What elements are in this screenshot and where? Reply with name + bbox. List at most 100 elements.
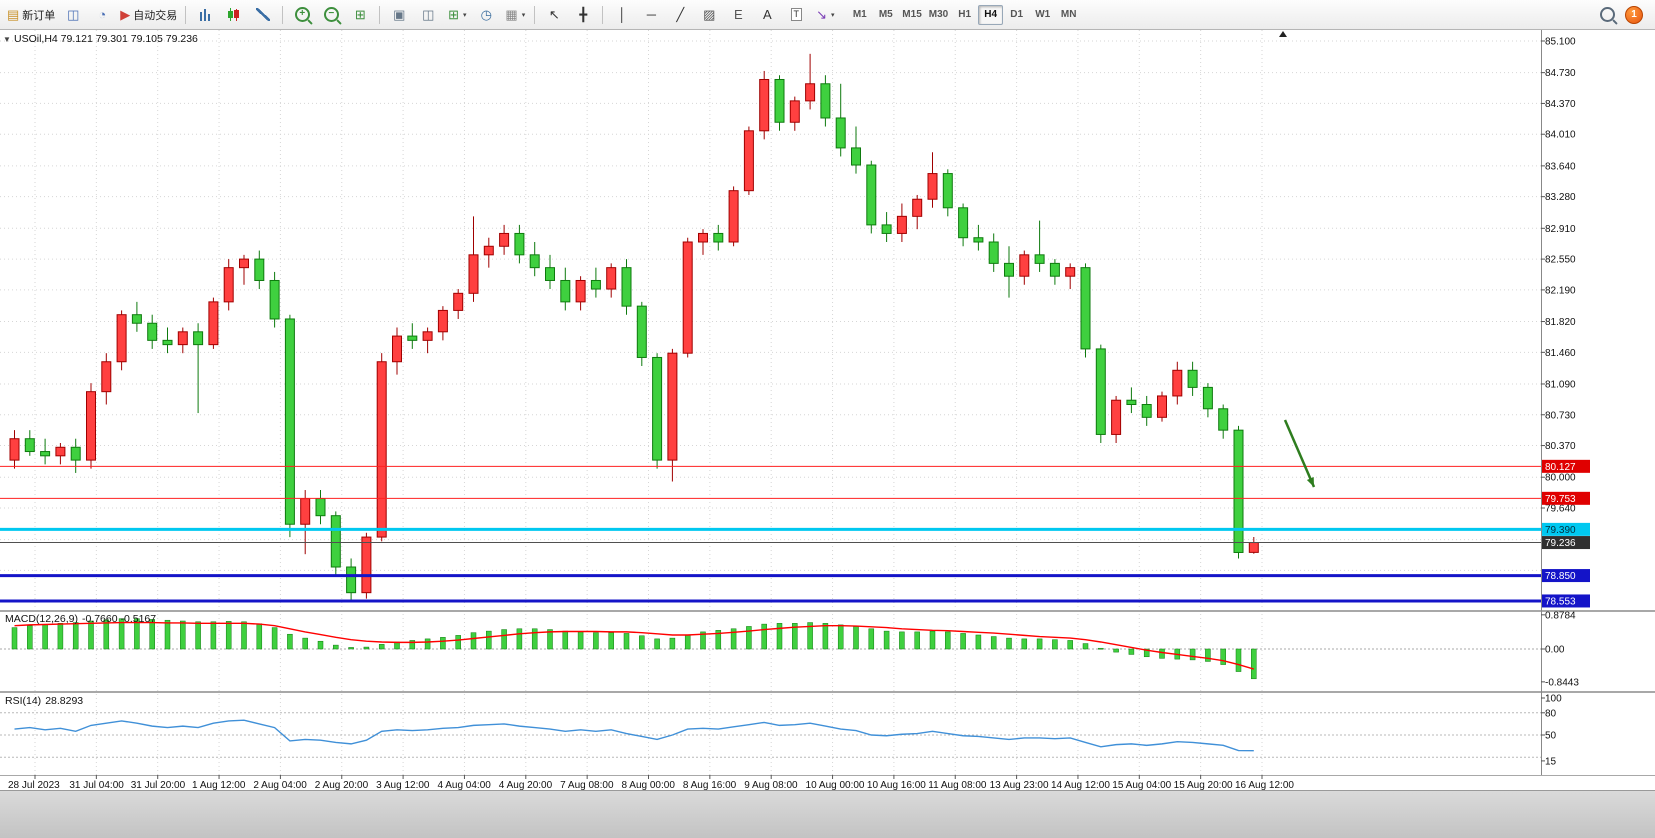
arrange-windows-icon[interactable]: ◫: [414, 4, 442, 26]
subwindow-marker-icon: [1279, 31, 1287, 37]
svg-text:80.730: 80.730: [1545, 410, 1576, 421]
svg-text:78.850: 78.850: [1545, 571, 1576, 582]
timeframe-m5-button[interactable]: M5: [878, 9, 893, 20]
arrange-windows-icon: ◫: [422, 7, 435, 22]
chart-canvas[interactable]: 85.100 84.730 84.370 84.010 83.640 83.280 82.9…: [0, 30, 1655, 790]
timeframe-w1-button[interactable]: W1: [1035, 9, 1051, 20]
crosshair-icon[interactable]: ╋: [569, 4, 597, 26]
svg-text:2 Aug 20:00: 2 Aug 20:00: [315, 780, 369, 790]
svg-text:81.090: 81.090: [1545, 379, 1576, 390]
market-watch-icon[interactable]: ◫: [59, 4, 87, 26]
pane-splitter[interactable]: [0, 610, 1655, 612]
candlesticks: [9, 53, 1259, 602]
svg-text:28 Jul 2023: 28 Jul 2023: [8, 780, 60, 790]
svg-text:81.460: 81.460: [1545, 348, 1576, 359]
pane-splitter[interactable]: [0, 691, 1655, 693]
timeframe-h4-button[interactable]: H4: [978, 4, 1004, 25]
cursor-icon: ↖: [548, 7, 560, 22]
timeframe-m1-button[interactable]: M1: [852, 9, 867, 20]
timeframe-h1-button[interactable]: H1: [958, 9, 972, 20]
zoom-in-icon: +: [294, 7, 310, 22]
toolbar-groups: ▤ 新订单 ◫ ◔ ▶ 自动交易 + − ⊞ ▣ ◫ ⊞ ▾ ◷ ▦ ▾ ↖ ╋ │ ─ ╱ ▨ E A T ↘ ▾: [4, 4, 839, 26]
trend-arrow-annotation[interactable]: [1283, 419, 1316, 488]
svg-text:15 Aug 04:00: 15 Aug 04:00: [1112, 780, 1171, 790]
candlestick-chart-icon: [227, 7, 242, 22]
new-order-button[interactable]: ▤ 新订单: [4, 4, 58, 26]
bar-chart-icon[interactable]: [191, 4, 219, 26]
autotrading-button-label: 自动交易: [133, 9, 178, 22]
rsi-line: [14, 719, 1254, 752]
svg-text:83.640: 83.640: [1545, 161, 1576, 172]
tile-windows-icon[interactable]: ⊞: [346, 4, 374, 26]
horizontal-line-icon[interactable]: ─: [637, 4, 665, 26]
svg-text:82.910: 82.910: [1545, 224, 1576, 235]
navigator-icon[interactable]: ◔: [88, 4, 116, 26]
equidistant-channel-icon: ▨: [703, 7, 716, 22]
zoom-out-icon[interactable]: −: [317, 4, 345, 26]
line-chart-icon[interactable]: [249, 4, 277, 26]
svg-text:81.820: 81.820: [1545, 317, 1576, 328]
search-icon[interactable]: [1600, 7, 1615, 22]
autotrading-button[interactable]: ▶ 自动交易: [117, 4, 180, 26]
text-label-icon[interactable]: T: [782, 4, 810, 26]
candlestick-chart-icon[interactable]: [220, 4, 248, 26]
price-axis[interactable]: 85.100 84.730 84.370 84.010 83.640 83.280 82.9…: [1541, 37, 1590, 608]
macd-histogram: [11, 618, 1257, 680]
svg-text:79.390: 79.390: [1545, 525, 1576, 536]
line-chart-icon: [256, 8, 271, 21]
time-axis[interactable]: 28 Jul 2023 31 Jul 04:00 31 Jul 20:00 1 Aug…: [8, 775, 1294, 790]
toolbar-right: 1: [1600, 5, 1651, 24]
horizontal-line-icon: ─: [646, 7, 656, 22]
chart-window[interactable]: 85.100 84.730 84.370 84.010 83.640 83.280 82.9…: [0, 30, 1655, 790]
elliott-wave-icon[interactable]: E: [724, 4, 752, 26]
vertical-line-icon[interactable]: │: [608, 4, 636, 26]
toolbar-separator: [379, 5, 381, 24]
svg-text:10 Aug 00:00: 10 Aug 00:00: [806, 780, 865, 790]
svg-text:4 Aug 20:00: 4 Aug 20:00: [499, 780, 553, 790]
pane-splitter[interactable]: [0, 775, 1655, 776]
svg-text:15: 15: [1545, 756, 1557, 767]
cursor-icon[interactable]: ↖: [540, 4, 568, 26]
macd-signal-line: [14, 621, 1254, 670]
zoom-out-icon: −: [323, 7, 339, 22]
toolbar-separator: [534, 5, 536, 24]
svg-text:85.100: 85.100: [1545, 37, 1576, 48]
market-watch-icon: ◫: [67, 7, 80, 22]
text-icon: A: [762, 7, 772, 22]
zoom-in-icon[interactable]: +: [288, 4, 316, 26]
timeframe-d1-button[interactable]: D1: [1010, 9, 1024, 20]
macd-axis[interactable]: 0.8784 0.00 -0.8443: [1541, 610, 1579, 688]
auto-scroll-icon[interactable]: ◷: [472, 4, 500, 26]
timeframe-m15-button[interactable]: M15: [902, 9, 922, 20]
toolbar: ▤ 新订单 ◫ ◔ ▶ 自动交易 + − ⊞ ▣ ◫ ⊞ ▾ ◷ ▦ ▾ ↖ ╋ │ ─ ╱ ▨ E A T ↘ ▾ M1 M5 M15…: [0, 0, 1655, 30]
arrows-tool-icon: ↘: [816, 7, 827, 22]
chart-expand-icon[interactable]: ▼: [3, 35, 11, 44]
new-order-icon: ▤: [7, 7, 20, 22]
svg-text:7 Aug 08:00: 7 Aug 08:00: [560, 780, 614, 790]
arrows-tool-icon[interactable]: ↘ ▾: [811, 4, 839, 26]
new-chart-icon[interactable]: ⊞ ▾: [443, 4, 471, 26]
svg-text:14 Aug 12:00: 14 Aug 12:00: [1051, 780, 1110, 790]
timeframe-mn-button[interactable]: MN: [1060, 9, 1077, 20]
toolbar-separator: [282, 5, 284, 24]
cascade-windows-icon[interactable]: ▣: [385, 4, 413, 26]
rsi-value: 28.8293: [45, 695, 84, 707]
notification-badge[interactable]: 1: [1625, 5, 1643, 24]
svg-text:13 Aug 23:00: 13 Aug 23:00: [990, 780, 1049, 790]
timeframe-m30-button[interactable]: M30: [928, 9, 949, 20]
svg-text:79.753: 79.753: [1545, 494, 1576, 505]
chart-template-icon: ▦: [505, 7, 518, 22]
svg-text:4 Aug 04:00: 4 Aug 04:00: [437, 780, 491, 790]
rsi-axis[interactable]: 100 80 50 15: [1541, 694, 1562, 768]
autotrading-icon: ▶: [120, 7, 131, 22]
bar-chart-icon: [198, 7, 213, 22]
new-chart-icon: ⊞: [448, 7, 459, 22]
chart-template-icon[interactable]: ▦ ▾: [501, 4, 529, 26]
svg-text:79.640: 79.640: [1545, 503, 1576, 514]
text-icon[interactable]: A: [753, 4, 781, 26]
equidistant-channel-icon[interactable]: ▨: [695, 4, 723, 26]
svg-text:80.000: 80.000: [1545, 473, 1576, 484]
tile-windows-icon: ⊞: [354, 7, 366, 22]
trendline-icon[interactable]: ╱: [666, 4, 694, 26]
svg-text:1 Aug 12:00: 1 Aug 12:00: [192, 780, 246, 790]
